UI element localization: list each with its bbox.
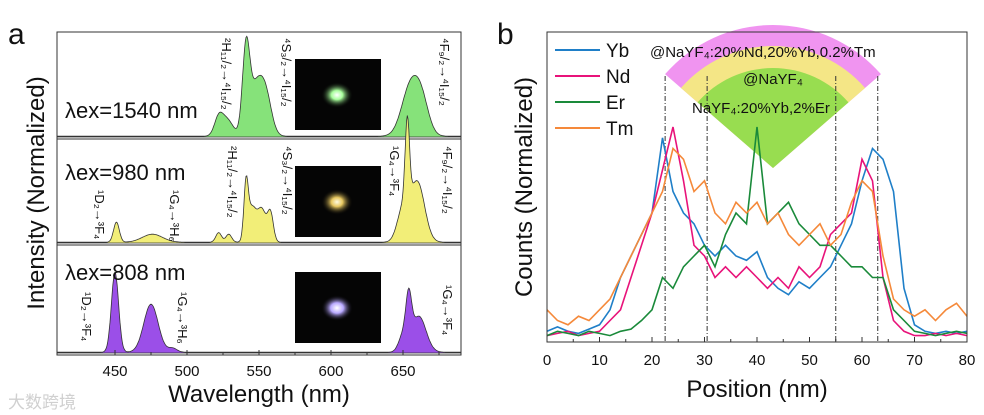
panel-label-b: b	[497, 18, 514, 51]
x-axis-label-b: Position (nm)	[686, 376, 827, 403]
transition-label: ¹D₂→³F₄	[79, 292, 94, 341]
outer-shell-label: @NaYF₄:20%Nd,20%Yb,0.2%Tm	[650, 44, 876, 61]
watermark: 大数跨境	[8, 393, 76, 413]
transition-label: ⁴S₃/₂→⁴I₁₅/₂	[280, 146, 295, 215]
transition-label: ¹G₄→³H₆	[175, 292, 190, 344]
x-tick-label: 550	[246, 363, 271, 380]
legend-label: Tm	[606, 119, 633, 140]
transition-label: ⁴F₉/₂→⁴I₁₅/₂	[437, 38, 452, 106]
x-tick-label: 600	[318, 363, 343, 380]
x-tick-label: 70	[906, 352, 923, 369]
transition-label: ¹G₄→³F₄	[387, 146, 402, 196]
transition-label: ¹D₂→³F₄	[92, 190, 107, 239]
transition-label: ⁴F₉/₂→⁴I₁₅/₂	[440, 146, 455, 214]
x-tick-label: 0	[543, 352, 551, 369]
y-axis-label-b: Counts (Normalized)	[511, 77, 538, 297]
legend-label: Er	[606, 93, 626, 114]
x-tick-label: 80	[959, 352, 976, 369]
transition-label: ¹G₄→³H₆	[167, 190, 182, 242]
x-tick-label: 30	[696, 352, 713, 369]
transition-label: ²H₁₁/₂→⁴I₁₅/₂	[225, 146, 240, 218]
emission-glow	[321, 189, 353, 215]
legend-label: Yb	[606, 41, 629, 62]
legend-label: Nd	[606, 67, 630, 88]
panel-label-a: a	[8, 18, 25, 51]
transition-label: ²H₁₁/₂→⁴I₁₅/₂	[219, 38, 234, 110]
emission-glow	[321, 82, 353, 108]
x-tick-label: 650	[390, 363, 415, 380]
series-yb	[546, 137, 968, 335]
x-tick-label: 450	[102, 363, 127, 380]
x-tick-label: 50	[801, 352, 818, 369]
emission-glow	[321, 295, 353, 321]
x-tick-label: 60	[854, 352, 871, 369]
spectrum-1	[57, 115, 461, 244]
y-axis-label-a: Intensity (Normalized)	[23, 76, 50, 309]
x-tick-label: 500	[174, 363, 199, 380]
x-tick-label: 40	[749, 352, 766, 369]
excitation-label: λex=1540 nm	[65, 98, 198, 123]
plot-frame-a	[56, 31, 462, 356]
transition-label: ¹G₄→³F₄	[440, 285, 455, 335]
x-tick-label: 10	[591, 352, 608, 369]
series-er	[546, 126, 968, 337]
spectrum-0	[57, 35, 461, 138]
plot-frame-b	[546, 31, 968, 343]
line-profile-chart: Yb Nd Er Tm @NaYF₄:20%Nd,20%Yb,0.2%Tm @NaYF₄ N…	[543, 24, 976, 369]
transition-label: ⁴S₃/₂→⁴I₁₅/₂	[279, 38, 294, 107]
excitation-label: λex=980 nm	[65, 160, 185, 185]
x-axis-label-a: Wavelength (nm)	[168, 381, 350, 408]
series-nd	[546, 126, 968, 337]
series-tm	[546, 146, 968, 326]
x-tick-label: 20	[644, 352, 661, 369]
core-label: NaYF₄:20%Yb,2%Er	[692, 100, 830, 117]
excitation-label: λex=808 nm	[65, 260, 185, 285]
core-region	[697, 67, 849, 168]
spectra-chart: λex=1540 nm λex=980 nm λex=808 nm ²H₁₁/₂→⁴I…	[57, 35, 461, 380]
middle-shell-label: @NaYF₄	[743, 71, 803, 88]
